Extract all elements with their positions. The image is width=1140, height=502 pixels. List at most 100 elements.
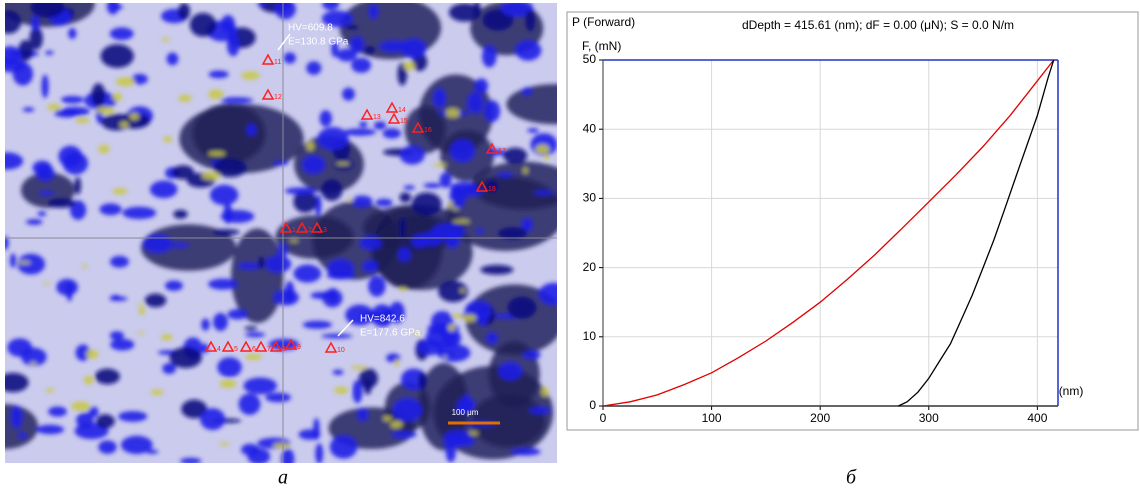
blue-grain (39, 191, 54, 196)
blue-grain (522, 350, 541, 360)
blue-grain (178, 3, 191, 20)
blue-grain (48, 198, 76, 208)
blue-grain (273, 289, 299, 306)
blue-grain (142, 234, 173, 253)
arrow (337, 319, 354, 337)
yellow-grain (96, 106, 115, 115)
marker-label: 9 (297, 344, 301, 351)
blue-grain (480, 264, 514, 275)
blue-grain (373, 121, 387, 130)
yellow-grain (85, 349, 99, 359)
marker-label: 18 (488, 186, 496, 193)
yellow-grain (162, 136, 173, 143)
plot-area (603, 60, 1058, 406)
yellow-grain (82, 264, 88, 269)
y-tick-label: 40 (583, 121, 597, 135)
blue-grain (439, 172, 452, 188)
indent-marker (324, 341, 338, 353)
indent-marker (221, 340, 235, 352)
y-axis-label: F, (mN) (582, 39, 621, 53)
blue-grain (17, 253, 46, 275)
blue-grain (510, 447, 541, 456)
blue-grain (284, 187, 318, 195)
blue-grain (109, 27, 134, 41)
blue-grain (476, 228, 484, 234)
blue-grain (48, 406, 67, 417)
yellow-grain (398, 287, 408, 292)
yellow-grain (461, 314, 477, 322)
blue-grain (498, 227, 528, 240)
blue-grain (109, 296, 128, 302)
blue-grain (326, 271, 355, 280)
blue-grain (166, 52, 179, 66)
x-tick-label: 200 (810, 411, 830, 425)
marker-label: 7 (267, 346, 271, 353)
yellow-grain (29, 361, 37, 366)
blue-grain (217, 357, 242, 378)
blue-grain (533, 190, 554, 196)
blue-grain (99, 203, 122, 216)
yellow-grain (541, 386, 549, 397)
blue-grain (5, 57, 27, 73)
blue-grain (382, 128, 402, 139)
blue-grain (449, 186, 466, 209)
yellow-grain (413, 331, 421, 336)
blue-grain (131, 73, 148, 85)
blue-grain (274, 3, 296, 20)
caption: a (278, 467, 288, 489)
blue-grain (399, 216, 406, 240)
blue-grain (199, 408, 226, 431)
blue-grain (110, 4, 124, 10)
blue-grain (75, 344, 91, 361)
blue-grain (227, 309, 248, 320)
blue-grain (91, 83, 106, 107)
blue-grain (18, 39, 33, 62)
yellow-grain (468, 431, 480, 435)
blue-grain (37, 211, 47, 217)
blue-grain (36, 424, 65, 435)
y-tick-label: 20 (583, 260, 597, 274)
blue-grain (438, 280, 469, 303)
yellow-grain (289, 239, 299, 242)
blue-grain (201, 318, 210, 331)
blue-grain (352, 379, 363, 404)
blue-grain (417, 339, 443, 356)
blue-grain (212, 229, 240, 236)
y-tick-label: 10 (583, 329, 597, 343)
blue-grain (343, 128, 376, 136)
yellow-grain (245, 353, 263, 361)
blue-grain (172, 165, 195, 180)
blue-grain (110, 338, 135, 351)
caption: б (846, 467, 857, 489)
blue-grain (31, 15, 40, 32)
marker-label: 2 (308, 227, 312, 234)
blobs (5, 3, 557, 463)
indent-marker (279, 221, 293, 233)
dark-region (471, 161, 557, 210)
blue-grain (162, 363, 177, 375)
blue-grain (94, 368, 120, 385)
blue-grain (437, 351, 456, 356)
yellow-grain (447, 324, 456, 332)
yellow-grain (334, 386, 349, 394)
blue-grain (5, 10, 22, 34)
yellow-grain (45, 388, 55, 393)
blue-grain (391, 431, 417, 439)
blue-grain (26, 219, 43, 225)
blue-grain (283, 52, 296, 64)
blue-grain (321, 10, 353, 27)
indent-marker (310, 221, 324, 233)
blue-grain (173, 209, 188, 219)
yellow-grain (452, 207, 459, 210)
blue-grain (315, 443, 324, 463)
yellow-grain (459, 288, 466, 293)
blue-grain (213, 158, 247, 178)
yellow-grain (119, 121, 130, 128)
blue-grain (41, 74, 49, 99)
blue-grain (448, 3, 481, 22)
blue-grain (332, 369, 344, 375)
blue-grain (329, 287, 337, 303)
blue-grain (486, 332, 498, 344)
indent-marker (254, 340, 268, 352)
